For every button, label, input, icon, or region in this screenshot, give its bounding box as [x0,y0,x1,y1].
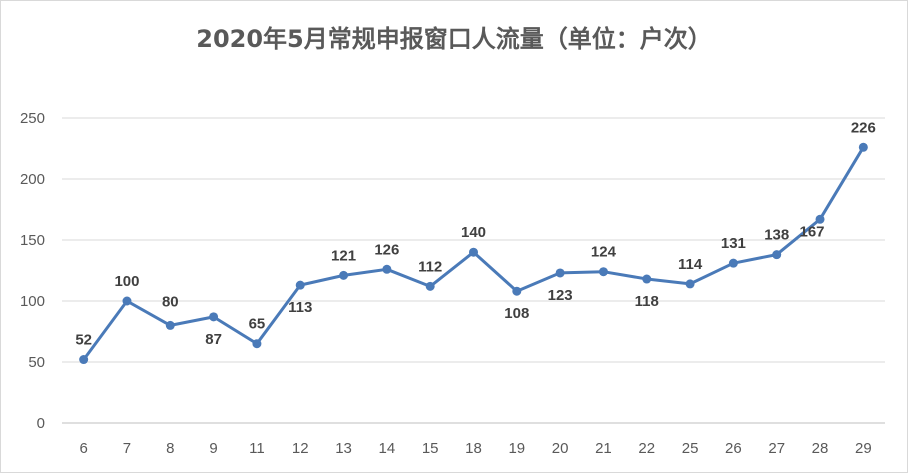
data-point [209,312,219,322]
data-point [772,250,782,260]
data-point [295,280,305,290]
data-label: 140 [461,224,486,241]
data-label: 123 [548,287,573,304]
data-label: 100 [114,273,139,290]
x-tick-label: 21 [595,440,612,457]
x-tick-label: 7 [123,440,131,457]
data-label: 114 [678,256,703,273]
data-point [685,279,695,289]
x-tick-label: 28 [812,440,829,457]
data-label: 118 [635,293,659,310]
x-tick-label: 15 [422,440,439,457]
data-point [339,270,349,280]
data-label: 226 [851,119,876,136]
data-point [382,264,392,274]
x-tick-label: 18 [465,440,482,457]
data-label: 87 [205,331,222,348]
data-point [469,247,478,257]
data-label: 121 [331,247,356,264]
data-label: 126 [374,241,399,258]
x-tick-label: 20 [552,440,569,457]
data-point [598,267,608,277]
x-tick-label: 22 [638,440,655,457]
x-tick-label: 14 [379,440,396,457]
data-label: 80 [162,293,179,310]
x-tick-label: 8 [166,440,174,457]
y-tick-label: 0 [37,415,45,432]
data-point [858,142,868,152]
chart-title: 2020年5月常规申报窗口人流量（单位：户次） [196,25,712,53]
data-point [425,281,435,291]
data-label: 65 [249,316,266,333]
data-point [555,268,565,278]
data-point [728,258,738,268]
x-tick-label: 29 [855,440,872,457]
x-tick-label: 12 [292,440,309,457]
x-tick-label: 9 [209,440,217,457]
data-label: 131 [721,235,746,252]
data-point [165,320,175,330]
y-tick-label: 50 [28,354,45,371]
x-tick-label: 26 [725,440,742,457]
data-label: 113 [288,299,312,316]
y-tick-label: 100 [20,293,45,310]
data-label: 124 [591,244,617,261]
data-point [122,296,132,306]
data-point [512,286,522,296]
x-tick-label: 6 [79,440,87,457]
data-label: 52 [75,332,92,349]
x-tick-label: 11 [249,440,265,457]
data-label: 112 [418,258,442,275]
x-tick-label: 13 [335,440,352,457]
data-point [642,274,652,284]
x-tick-label: 19 [508,440,525,457]
y-tick-label: 150 [20,232,45,249]
data-point [79,355,89,365]
y-tick-label: 250 [20,110,45,127]
data-point [252,339,262,349]
y-tick-label: 200 [20,171,45,188]
data-label: 108 [504,305,529,322]
data-label: 138 [764,227,789,244]
x-tick-label: 27 [768,440,785,457]
x-tick-label: 25 [682,440,699,457]
data-point [815,214,825,224]
data-label: 167 [800,223,825,240]
